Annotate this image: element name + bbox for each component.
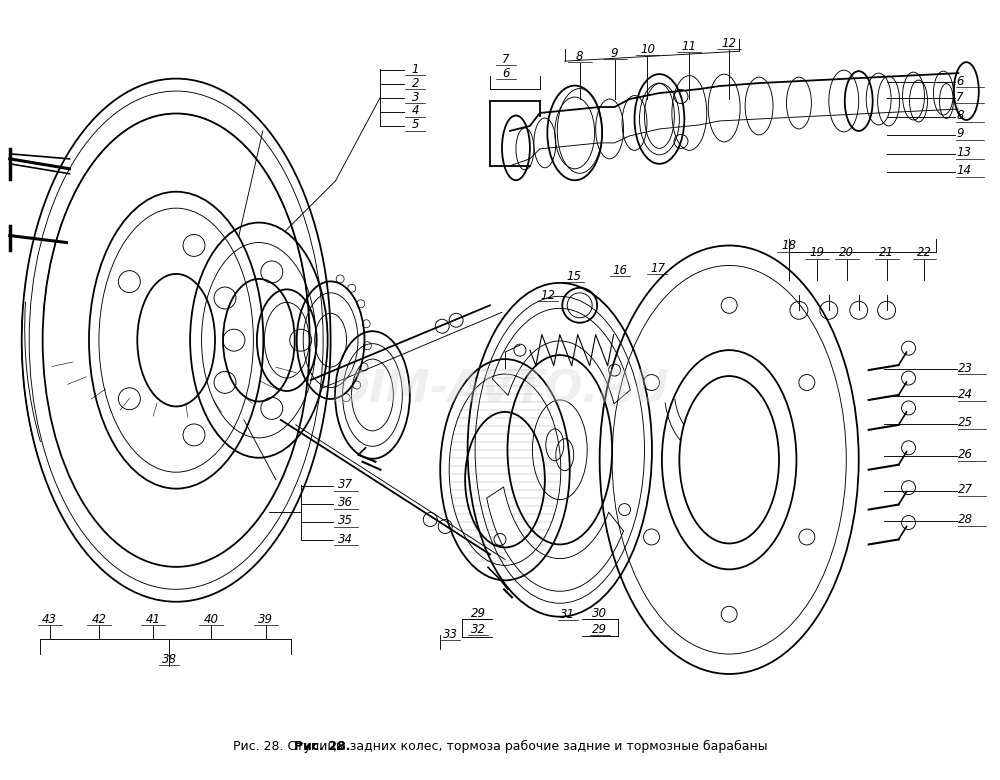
Text: 12: 12	[722, 37, 737, 50]
Text: 41: 41	[146, 612, 161, 626]
Text: 28: 28	[958, 513, 973, 526]
Text: 12: 12	[540, 289, 555, 302]
Text: 6: 6	[956, 75, 964, 87]
Text: 21: 21	[879, 246, 894, 259]
Text: 42: 42	[92, 612, 107, 626]
Text: 29: 29	[471, 607, 486, 619]
Text: 30: 30	[592, 607, 607, 619]
Text: 19: 19	[809, 246, 824, 259]
Text: 23: 23	[958, 362, 973, 374]
Text: Рис. 28.: Рис. 28.	[294, 740, 351, 753]
Text: 27: 27	[958, 483, 973, 496]
Text: 17: 17	[650, 262, 665, 275]
Text: 16: 16	[612, 264, 627, 277]
Text: 15: 15	[566, 270, 581, 283]
Text: 10: 10	[640, 43, 655, 55]
Text: 9: 9	[611, 47, 618, 60]
Text: 36: 36	[338, 496, 353, 509]
Text: Рис. 28. Ступицы задних колес, тормоза рабочие задние и тормозные барабаны: Рис. 28. Ступицы задних колес, тормоза р…	[233, 740, 767, 753]
Text: 9: 9	[956, 127, 964, 140]
Text: 34: 34	[338, 533, 353, 546]
Text: 13: 13	[956, 147, 971, 159]
Text: DIM-AVTO.RU: DIM-AVTO.RU	[332, 368, 668, 412]
Text: 43: 43	[42, 612, 57, 626]
Text: 4: 4	[412, 105, 419, 118]
Text: 8: 8	[576, 50, 583, 62]
Text: 24: 24	[958, 388, 973, 402]
Text: 31: 31	[560, 608, 575, 621]
Text: 18: 18	[781, 239, 796, 252]
Text: 5: 5	[412, 119, 419, 132]
Text: 2: 2	[412, 76, 419, 90]
Text: 8: 8	[956, 109, 964, 122]
Text: 29: 29	[592, 622, 607, 636]
Text: 20: 20	[839, 246, 854, 259]
Text: 33: 33	[443, 628, 458, 640]
Text: 3: 3	[412, 90, 419, 104]
Text: 11: 11	[682, 40, 697, 53]
Text: 40: 40	[204, 612, 219, 626]
Ellipse shape	[679, 376, 779, 544]
Text: 7: 7	[502, 53, 510, 66]
Text: 32: 32	[471, 622, 486, 636]
Text: 1: 1	[412, 62, 419, 76]
Text: 26: 26	[958, 448, 973, 461]
Text: 6: 6	[502, 66, 510, 80]
Text: 35: 35	[338, 514, 353, 527]
Text: 25: 25	[958, 417, 973, 429]
Text: 22: 22	[917, 246, 932, 259]
Text: 7: 7	[956, 90, 964, 104]
Text: 39: 39	[258, 612, 273, 626]
Polygon shape	[487, 487, 623, 591]
Text: 37: 37	[338, 478, 353, 491]
Text: 14: 14	[956, 165, 971, 177]
Text: 38: 38	[162, 653, 177, 665]
